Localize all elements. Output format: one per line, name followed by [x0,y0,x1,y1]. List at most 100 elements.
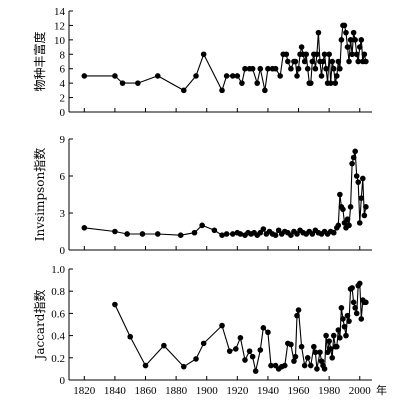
data-point [312,349,319,356]
data-point [294,312,300,319]
data-point [229,231,236,237]
data-point [341,220,348,226]
data-point [260,226,267,232]
data-point [349,160,355,167]
data-point [219,87,225,94]
data-point [234,73,241,79]
data-point [343,29,349,36]
y-tick-label: 4 [60,78,66,90]
data-point [353,310,360,317]
data-point [314,366,320,372]
data-point [112,301,118,308]
data-point [346,58,352,65]
y-tick-label: 3 [60,208,66,220]
data-point [330,332,337,339]
data-point [307,80,314,86]
data-point [127,333,134,340]
data-point [330,65,337,72]
x-tick-label: 1960 [288,385,311,397]
data-point [272,65,279,72]
data-point [200,340,207,347]
data-point [353,51,360,58]
data-point [298,44,305,50]
data-point [199,222,205,229]
y-tick-label: 0 [60,375,66,387]
data-point [340,316,346,322]
data-point [288,232,294,238]
data-point [223,231,230,237]
data-point [317,349,323,356]
x-tick-label: 1900 [196,385,219,397]
x-tick-label: 1980 [318,385,341,397]
data-point [356,220,363,226]
data-point [161,342,167,349]
data-point [193,356,199,362]
data-point [327,346,334,352]
data-point [249,353,256,360]
data-point [340,206,346,213]
data-point [135,80,141,86]
data-point [180,87,187,94]
data-point [320,58,326,65]
data-point [309,231,316,237]
data-point [242,357,248,363]
data-point [246,348,253,354]
data-point [355,179,362,185]
data-point [112,228,118,235]
data-point [335,58,342,65]
data-point [341,323,348,330]
data-point [344,44,351,50]
data-point [191,229,198,236]
data-point [346,318,352,324]
data-point [304,65,311,72]
series-line [84,24,367,92]
data-point [292,58,299,65]
data-point [347,204,354,210]
data-point [347,37,354,43]
data-point [257,65,264,72]
y-tick-label: 6 [60,64,66,76]
data-point [343,332,349,339]
data-point [291,358,297,364]
data-point [265,65,271,72]
data-point [139,231,146,237]
data-point [257,347,264,353]
data-point [177,232,184,238]
data-point [352,148,358,155]
data-point [321,51,328,58]
data-point [352,37,358,43]
data-point [301,362,308,369]
y-tick-label: 14 [54,6,66,18]
x-tick-label: 1860 [135,385,158,397]
y-tick-label: 12 [54,20,65,32]
data-point [294,73,300,79]
x-tick-label: 1820 [73,385,96,397]
data-point [341,22,348,29]
data-point [326,51,332,58]
data-point [226,348,233,354]
data-point [344,216,351,222]
y-axis-label: Invsimpson指数 [32,148,47,241]
data-point [309,58,316,65]
data-point [154,73,161,79]
data-point [268,362,274,369]
data-point [335,222,342,229]
data-point [329,355,336,361]
y-tick-label: 0.2 [51,353,65,365]
y-axis-label: 物种丰富度 [32,31,47,91]
data-point [283,51,290,58]
data-point [323,332,329,339]
data-point [81,73,88,79]
y-tick-label: 0 [60,245,66,257]
data-point [295,65,302,72]
data-point [301,58,308,65]
data-point [233,346,239,352]
y-axis-label: Jaccard指数 [32,290,47,362]
data-point [349,285,355,291]
data-point [335,327,342,333]
data-point [361,212,368,219]
data-point [330,229,337,236]
data-point [350,154,357,161]
data-point [344,312,351,319]
